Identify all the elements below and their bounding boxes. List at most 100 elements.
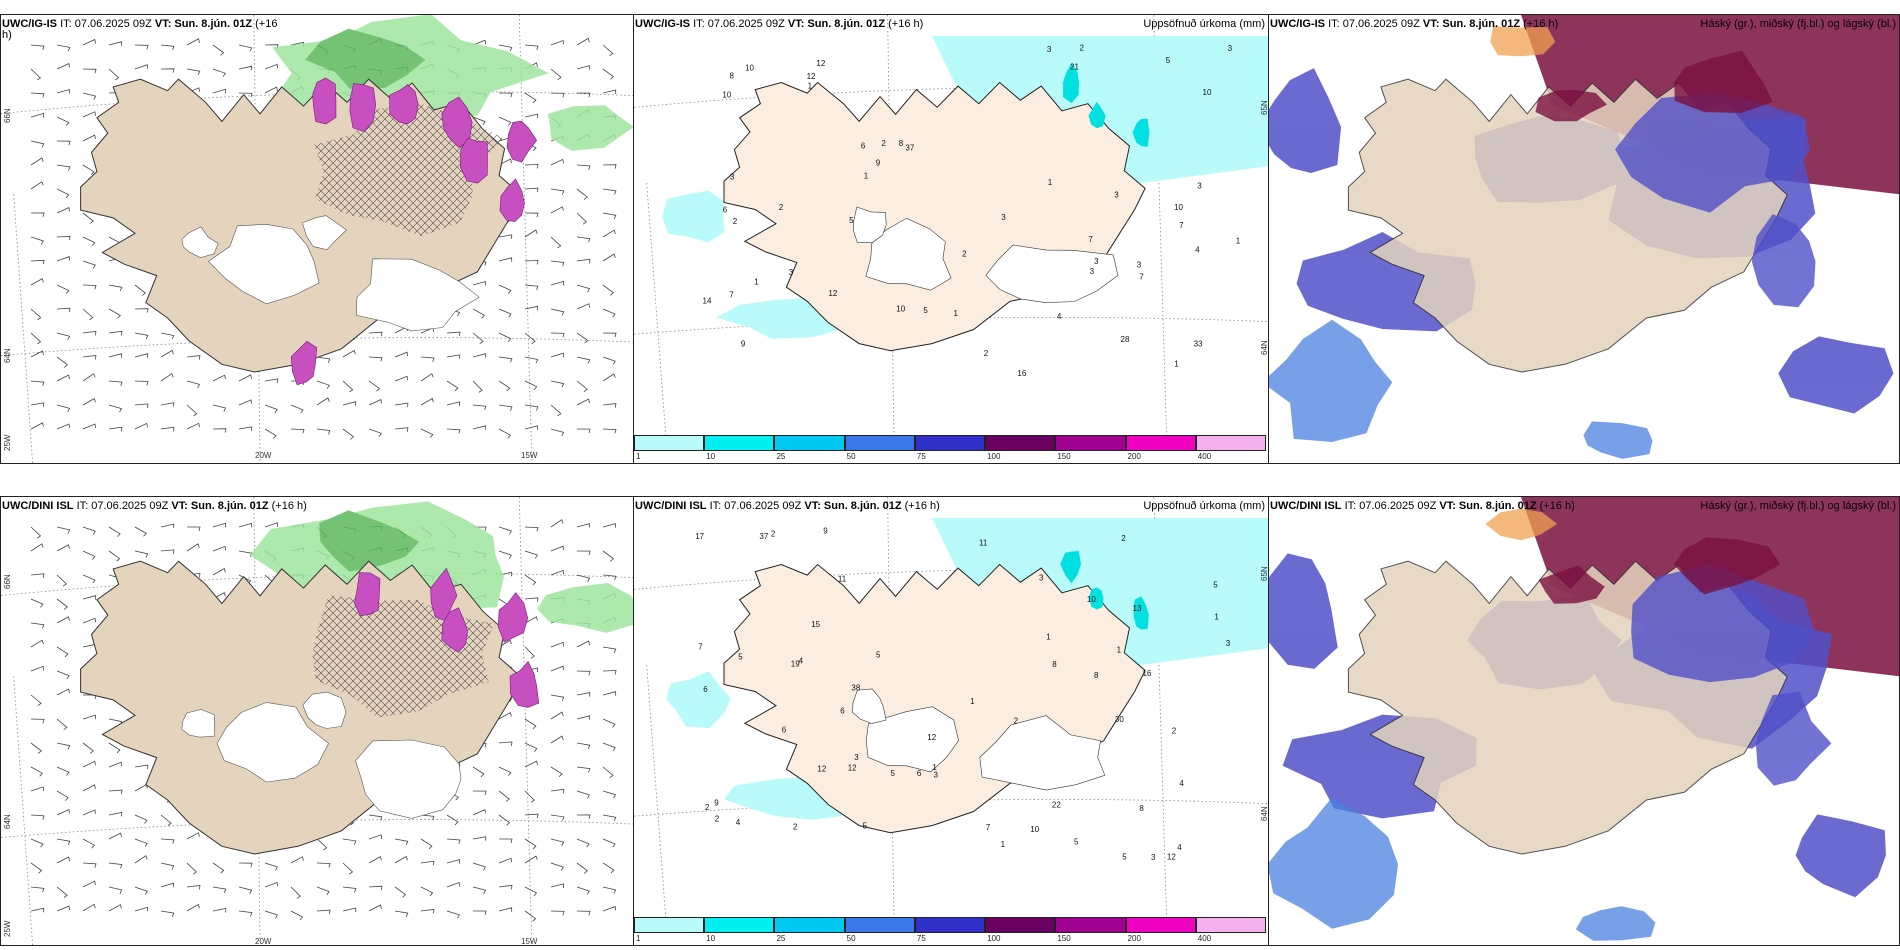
legend-tick: 75 [916,452,926,461]
precip-value: 4 [1057,312,1062,321]
precip-value: 9 [714,799,719,808]
heavy-precip-cells [1060,551,1149,630]
legend-tick: 100 [987,934,1001,943]
precip-value: 2 [881,139,886,148]
precip-value: 3 [1114,191,1119,200]
legend-tick: 200 [1127,452,1141,461]
precip-value: 3 [1094,257,1099,266]
precip-value-labels: 7791237287216161068331032383351431232132… [703,44,1241,379]
heavy-precip-cells [1063,63,1150,147]
precip-value: 3 [730,172,735,181]
precip-value: 2 [1080,44,1085,53]
precip-value: 3 [1137,260,1142,269]
precip-value: 1 [1214,613,1219,622]
legend-tick: 150 [1057,452,1071,461]
glaciers [181,215,480,332]
precip-value: 1 [1046,633,1051,642]
precip-value: 6 [840,706,845,715]
legend-swatch [985,917,1056,933]
precip-map-top: 7791237287216161068331032383351431232132… [634,15,1268,436]
precip-value: 1 [754,278,759,287]
lon-label: 25W [3,920,12,937]
precip-value: 33 [1194,340,1203,349]
panel-header: UWC/IG-IS IT: 07.06.2025 09Z VT: Sun. 8.… [1270,18,1896,30]
precip-value: 19 [791,660,800,669]
precip-value: 22 [1052,801,1061,810]
panel-header: UWC/DINI ISL IT: 07.06.2025 09Z VT: Sun.… [635,500,1265,512]
precip-value: 2 [705,803,710,812]
panel-header: UWC/IG-IS IT: 07.06.2025 09Z VT: Sun. 8.… [2,18,278,30]
glaciers [852,688,1106,791]
legend-swatch [634,917,705,933]
precip-value: 38 [851,684,860,693]
precip-value: 8 [1052,660,1057,669]
legend-tick: 1 [636,452,641,461]
precip-value: 12 [1167,853,1176,862]
precip-value: 2 [793,822,798,831]
iceland-land [80,560,522,855]
precip-value: 1 [1117,646,1122,655]
precip-value: 9 [823,526,828,535]
precip-value: 2 [733,217,738,226]
wind-panel-bottom: UWC/DINI ISL IT: 07.06.2025 09Z VT: Sun.… [0,496,634,946]
precip-value: 1 [1236,237,1241,246]
precip-value: 9 [876,158,881,167]
precip-value: 2 [962,249,967,258]
precip-value: 3 [1001,213,1006,222]
precip-value: 6 [782,726,787,735]
legend-tick: 10 [706,934,716,943]
panel-header: UWC/IG-IS IT: 07.06.2025 09Z VT: Sun. 8.… [635,18,1265,30]
lon-label: 20W [255,937,272,946]
lat-label: 66N [3,108,12,123]
precip-value: 3 [1047,45,1052,54]
magenta-precip-cells [354,567,540,708]
precip-value: 10 [745,63,754,72]
precip-value: 6 [723,206,728,215]
precip-value: 7 [1139,273,1144,282]
precip-value: 12 [817,765,826,774]
green-precip-area [272,15,633,151]
legend-swatch [1125,917,1196,933]
precip-value: 4 [736,818,741,827]
legend-tick: 400 [1197,452,1212,461]
precip-value: 8 [1094,671,1099,680]
precip-value: 4 [1179,779,1184,788]
precip-value: 16 [1017,369,1026,378]
glaciers [852,206,1119,304]
precip-value: 2 [1121,534,1126,543]
magenta-precip-cells [290,77,537,386]
lat-label: 64N [3,348,12,363]
precip-value: 21 [1070,63,1079,72]
precip-value: 6 [703,685,708,694]
legend-tick: 25 [776,452,786,461]
precip-value: 7 [729,290,734,299]
lon-label: 20W [255,451,272,460]
precip-value: 8 [730,72,735,81]
precip-value: 7 [698,643,703,652]
precip-value: 1 [1001,840,1006,849]
precip-value: 7 [986,823,991,832]
lat-label: 64N [3,814,12,829]
precip-value: 2 [779,203,784,212]
precip-value: 10 [1203,88,1212,97]
legend-tick: 150 [1057,934,1071,943]
precip-value: 9 [741,339,746,348]
precip-value: 3 [1039,573,1044,582]
lon-label: 25W [3,434,12,451]
legend-swatch [844,435,915,451]
low-cloud [1269,508,1656,941]
legend-swatch [774,917,845,933]
precip-value: 28 [1121,335,1130,344]
precip-panel-bottom: 12 19 37 30 12 11 6 6 12 8 16 11 17 5 38 22 1 3 5 5 3 4 10 12 8 8… [633,496,1269,946]
lat-label: 66N [3,574,12,589]
precip-value: 4 [1177,843,1182,852]
lon-label: 15W [521,451,538,460]
legend-tick: 25 [776,934,786,943]
precip-value: 1 [864,172,869,181]
legend-tick: 10 [706,452,716,461]
legend-tick: 400 [1197,934,1212,943]
precip-value: 12 [828,289,837,298]
precip-value: 6 [861,141,866,150]
precip-value: 13 [1133,604,1142,613]
